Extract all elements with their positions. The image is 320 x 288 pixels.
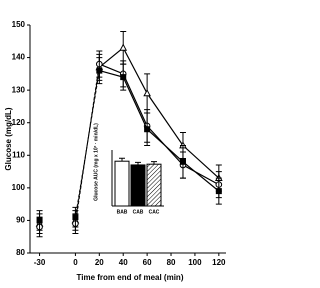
inset-x-label: CAC <box>149 209 160 215</box>
marker <box>96 67 103 74</box>
marker <box>143 89 151 97</box>
y-tick-label: 120 <box>12 118 26 127</box>
marker <box>179 158 186 165</box>
marker <box>119 43 128 51</box>
y-tick-label: 110 <box>12 150 25 159</box>
bar <box>146 163 162 207</box>
y-tick-label: 100 <box>12 183 26 192</box>
x-tick-label: 80 <box>167 258 176 267</box>
x-tick-label: 120 <box>212 258 226 267</box>
marker <box>36 217 43 224</box>
y-tick-label: 150 <box>12 20 26 29</box>
chart: Glucose (mg/dL) Time from end of meal (m… <box>4 20 226 282</box>
marker <box>120 74 127 81</box>
y-tick-label: 130 <box>12 85 26 94</box>
error-bar <box>151 161 157 165</box>
x-tick-label: 0 <box>73 258 78 267</box>
marker <box>144 126 151 133</box>
x-axis-label: Time from end of meal (min) <box>77 273 184 282</box>
inset-y-label: Glucose AUC (mg x 10³ · min/dL) <box>93 123 99 201</box>
inset-x-label: BAB <box>117 209 128 215</box>
error-bar <box>119 157 125 162</box>
y-tick-label: 90 <box>16 216 25 225</box>
pre-meal-link <box>74 64 100 224</box>
x-tick-label: 20 <box>95 258 104 267</box>
marker <box>215 188 222 195</box>
y-axis-label: Glucose (mg/dL) <box>4 107 13 170</box>
x-tick-label: 60 <box>143 258 152 267</box>
bar <box>114 160 130 207</box>
x-tick-label: 40 <box>119 258 128 267</box>
marker <box>72 214 79 221</box>
x-tick-label: -30 <box>34 258 46 267</box>
error-bar <box>135 161 141 165</box>
x-tick-label: 100 <box>188 258 202 267</box>
y-tick-label: 140 <box>12 53 26 62</box>
series-line <box>98 46 220 179</box>
bar <box>130 164 146 207</box>
y-tick-label: 80 <box>16 248 25 257</box>
inset-x-label: CAB <box>133 209 144 215</box>
